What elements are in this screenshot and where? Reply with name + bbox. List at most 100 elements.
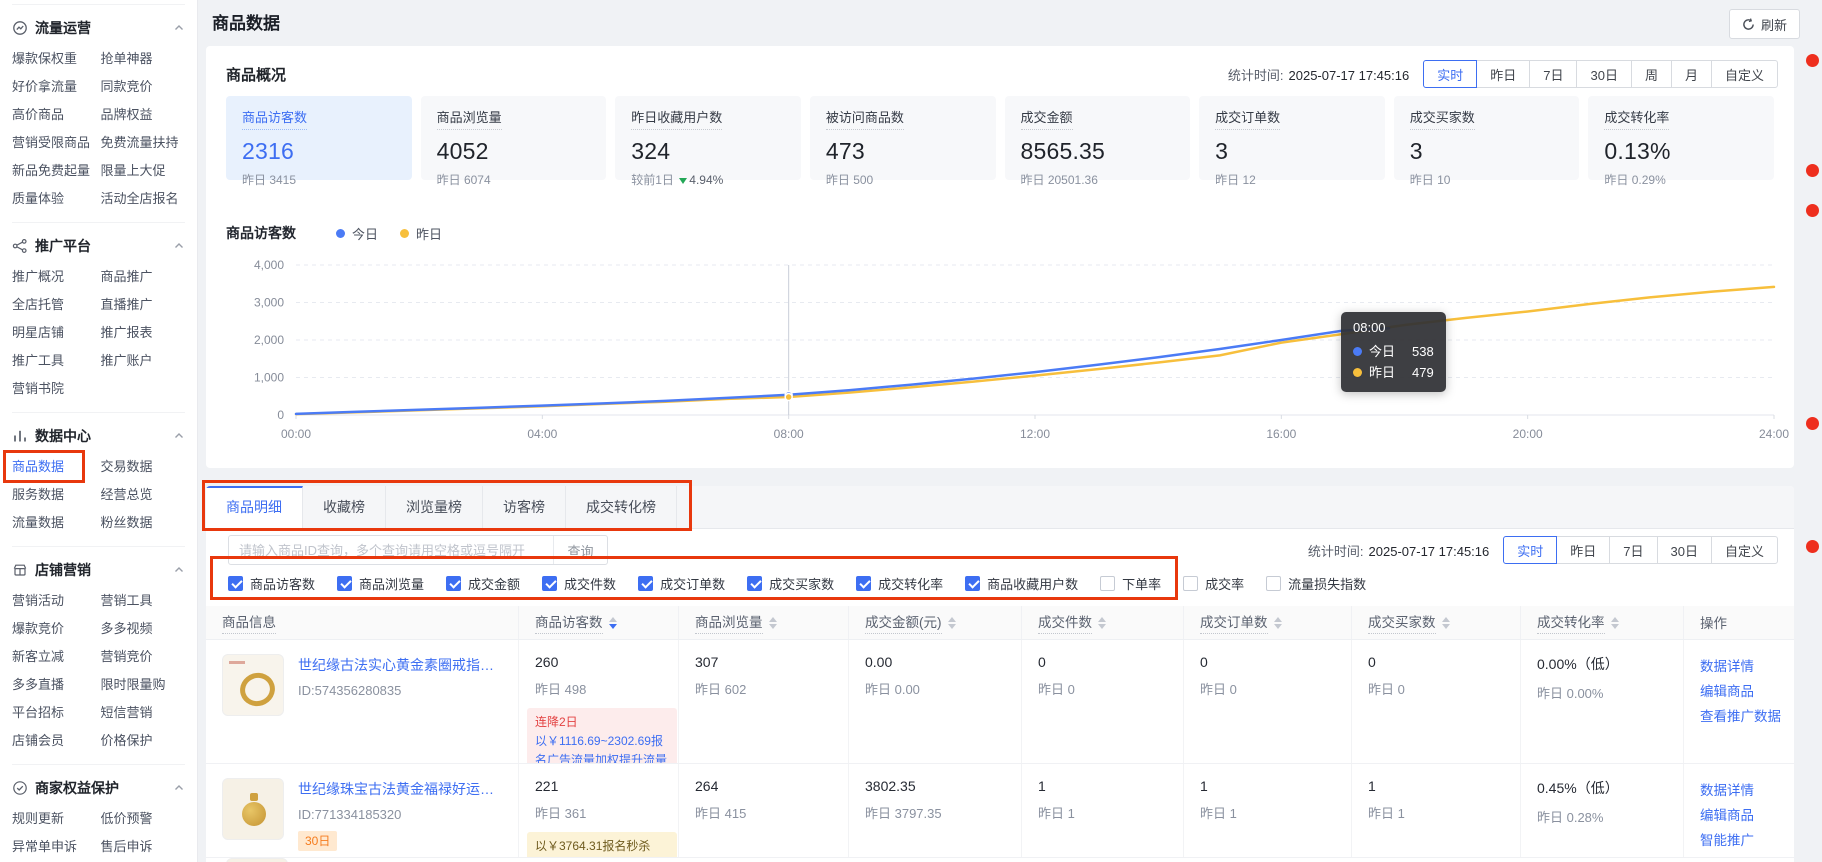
sidebar-item-异常单申诉[interactable]: 异常单申诉 bbox=[12, 839, 78, 854]
sidebar-item-店铺会员[interactable]: 店铺会员 bbox=[12, 733, 65, 748]
column-header-商品访客数[interactable]: 商品访客数 bbox=[519, 606, 679, 639]
sidebar-item-全店托管[interactable]: 全店托管 bbox=[12, 297, 65, 312]
sidebar-item-好价拿流量[interactable]: 好价拿流量 bbox=[12, 79, 78, 94]
metric-checkbox-商品收藏用户数[interactable]: 商品收藏用户数 bbox=[965, 574, 1078, 593]
sidebar-section-title[interactable]: 商家权益保护 bbox=[12, 777, 185, 799]
sidebar-item-流量数据[interactable]: 流量数据 bbox=[12, 515, 65, 530]
time-filter-自定义[interactable]: 自定义 bbox=[1710, 60, 1778, 88]
sidebar-item-推广账户[interactable]: 推广账户 bbox=[100, 353, 153, 368]
metric-checkbox-下单率[interactable]: 下单率 bbox=[1100, 574, 1161, 593]
sidebar-item-免费流量扶持[interactable]: 免费流量扶持 bbox=[100, 135, 179, 150]
sidebar-item-商品推广[interactable]: 商品推广 bbox=[100, 269, 153, 284]
sort-icon[interactable] bbox=[1098, 616, 1106, 629]
time-filter-30日[interactable]: 30日 bbox=[1656, 536, 1712, 564]
search-input[interactable] bbox=[229, 536, 553, 564]
sidebar-item-活动全店报名[interactable]: 活动全店报名 bbox=[100, 191, 179, 206]
metric-checkbox-商品浏览量[interactable]: 商品浏览量 bbox=[337, 574, 424, 593]
sidebar-item-售后申诉[interactable]: 售后申诉 bbox=[100, 839, 153, 854]
sidebar-item-新品免费起量[interactable]: 新品免费起量 bbox=[12, 163, 91, 178]
refresh-button[interactable]: 刷新 bbox=[1728, 9, 1800, 39]
tab-收藏榜[interactable]: 收藏榜 bbox=[303, 486, 386, 529]
promo-suggestion[interactable]: 以￥3764.31报名秒杀 bbox=[527, 832, 677, 857]
sidebar-item-低价预警[interactable]: 低价预警 bbox=[100, 811, 153, 826]
sidebar-item-同款竞价[interactable]: 同款竞价 bbox=[100, 79, 153, 94]
tab-浏览量榜[interactable]: 浏览量榜 bbox=[386, 486, 483, 529]
sidebar-item-高价商品[interactable]: 高价商品 bbox=[12, 107, 65, 122]
sort-icon[interactable] bbox=[1610, 616, 1619, 629]
stat-card-昨日收藏用户数[interactable]: 昨日收藏用户数 324 较前1日 4.94% bbox=[615, 96, 801, 187]
sidebar-item-交易数据[interactable]: 交易数据 bbox=[100, 459, 153, 474]
time-filter-昨日[interactable]: 昨日 bbox=[1556, 536, 1611, 564]
action-link-查看推广数据[interactable]: 查看推广数据 bbox=[1700, 709, 1781, 724]
sort-icon[interactable] bbox=[768, 616, 777, 629]
sidebar-item-规则更新[interactable]: 规则更新 bbox=[12, 811, 65, 826]
sidebar-item-爆款竞价[interactable]: 爆款竞价 bbox=[12, 621, 65, 636]
sidebar-item-多多视频[interactable]: 多多视频 bbox=[100, 621, 153, 636]
stat-card-成交订单数[interactable]: 成交订单数 3 昨日 12 bbox=[1199, 96, 1385, 187]
tab-商品明细[interactable]: 商品明细 bbox=[206, 486, 303, 530]
time-filter-7日[interactable]: 7日 bbox=[1529, 60, 1578, 88]
time-filter-周[interactable]: 周 bbox=[1630, 60, 1672, 88]
tab-访客榜[interactable]: 访客榜 bbox=[483, 486, 566, 529]
metric-checkbox-成交件数[interactable]: 成交件数 bbox=[542, 574, 616, 593]
product-title-link[interactable]: 世纪缘古法实心黄金素圈戒指简约... bbox=[298, 657, 503, 673]
visitors-line-chart[interactable]: 0 1,000 2,000 3,000 4,000 00:00 04:00 08:00 12:0… bbox=[206, 246, 1794, 456]
sidebar-item-直播推广[interactable]: 直播推广 bbox=[100, 297, 153, 312]
sort-icon[interactable] bbox=[608, 616, 617, 629]
sidebar-section-title[interactable]: 店铺营销 bbox=[12, 559, 185, 581]
sidebar-item-品牌权益[interactable]: 品牌权益 bbox=[100, 107, 153, 122]
metric-checkbox-商品访客数[interactable]: 商品访客数 bbox=[228, 574, 315, 593]
sidebar-item-商品数据[interactable]: 商品数据 bbox=[12, 459, 65, 474]
tab-成交转化榜[interactable]: 成交转化榜 bbox=[566, 486, 677, 529]
chevron-up-icon[interactable] bbox=[173, 564, 185, 576]
sidebar-item-粉丝数据[interactable]: 粉丝数据 bbox=[100, 515, 153, 530]
time-filter-实时[interactable]: 实时 bbox=[1503, 536, 1558, 564]
action-link-编辑商品[interactable]: 编辑商品 bbox=[1700, 808, 1754, 823]
metric-checkbox-成交转化率[interactable]: 成交转化率 bbox=[856, 574, 943, 593]
action-link-编辑商品[interactable]: 编辑商品 bbox=[1700, 684, 1754, 699]
chevron-up-icon[interactable] bbox=[173, 22, 185, 34]
stat-card-商品浏览量[interactable]: 商品浏览量 4052 昨日 6074 bbox=[420, 96, 607, 187]
time-filter-30日[interactable]: 30日 bbox=[1576, 60, 1632, 88]
sidebar-item-营销活动[interactable]: 营销活动 bbox=[12, 593, 65, 608]
sidebar-item-限量上大促[interactable]: 限量上大促 bbox=[100, 163, 166, 178]
sidebar-item-抢单神器[interactable]: 抢单神器 bbox=[100, 51, 153, 66]
time-filter-月[interactable]: 月 bbox=[1670, 60, 1712, 88]
sidebar-item-经营总览[interactable]: 经营总览 bbox=[100, 487, 153, 502]
time-filter-自定义[interactable]: 自定义 bbox=[1710, 536, 1778, 564]
sidebar-item-推广报表[interactable]: 推广报表 bbox=[100, 325, 153, 340]
stat-card-被访问商品数[interactable]: 被访问商品数 473 昨日 500 bbox=[809, 96, 996, 187]
time-filter-昨日[interactable]: 昨日 bbox=[1476, 60, 1531, 88]
time-filter-实时[interactable]: 实时 bbox=[1423, 60, 1478, 88]
sidebar-section-title[interactable]: 数据中心 bbox=[12, 425, 185, 447]
promo-suggestion[interactable]: 连降2日 以￥1116.69~2302.69报名广告流量加权提升流量 bbox=[527, 708, 677, 763]
metric-checkbox-成交率[interactable]: 成交率 bbox=[1183, 574, 1244, 593]
column-header-成交件数[interactable]: 成交件数 bbox=[1022, 606, 1184, 639]
sidebar-item-爆款保权重[interactable]: 爆款保权重 bbox=[12, 51, 78, 66]
sidebar-item-明星店铺[interactable]: 明星店铺 bbox=[12, 325, 65, 340]
action-link-数据详情[interactable]: 数据详情 bbox=[1700, 659, 1754, 674]
sidebar-item-营销工具[interactable]: 营销工具 bbox=[100, 593, 153, 608]
metric-checkbox-成交买家数[interactable]: 成交买家数 bbox=[747, 574, 834, 593]
sidebar-section-title[interactable]: 推广平台 bbox=[12, 235, 185, 257]
stat-card-商品访客数[interactable]: 商品访客数 2316 昨日 3415 bbox=[226, 96, 412, 187]
metric-checkbox-成交订单数[interactable]: 成交订单数 bbox=[638, 574, 725, 593]
search-button[interactable]: 查询 bbox=[553, 536, 607, 564]
sidebar-item-推广概况[interactable]: 推广概况 bbox=[12, 269, 65, 284]
legend-item-昨日[interactable]: 昨日 bbox=[400, 224, 442, 243]
chevron-up-icon[interactable] bbox=[173, 782, 185, 794]
metric-checkbox-成交金额[interactable]: 成交金额 bbox=[446, 574, 520, 593]
sidebar-item-营销竞价[interactable]: 营销竞价 bbox=[100, 649, 153, 664]
sidebar-item-服务数据[interactable]: 服务数据 bbox=[12, 487, 65, 502]
sort-icon[interactable] bbox=[1441, 616, 1450, 629]
metric-checkbox-流量损失指数[interactable]: 流量损失指数 bbox=[1266, 574, 1366, 593]
chevron-up-icon[interactable] bbox=[173, 240, 185, 252]
sidebar-item-营销受限商品[interactable]: 营销受限商品 bbox=[12, 135, 91, 150]
sidebar-item-价格保护[interactable]: 价格保护 bbox=[100, 733, 153, 748]
column-header-商品浏览量[interactable]: 商品浏览量 bbox=[679, 606, 849, 639]
sidebar-item-限时限量购[interactable]: 限时限量购 bbox=[100, 677, 166, 692]
stat-card-成交转化率[interactable]: 成交转化率 0.13% 昨日 0.29% bbox=[1588, 96, 1774, 187]
action-link-数据详情[interactable]: 数据详情 bbox=[1700, 783, 1754, 798]
sidebar-item-平台招标[interactable]: 平台招标 bbox=[12, 705, 65, 720]
sidebar-section-title[interactable]: 流量运营 bbox=[12, 17, 185, 39]
